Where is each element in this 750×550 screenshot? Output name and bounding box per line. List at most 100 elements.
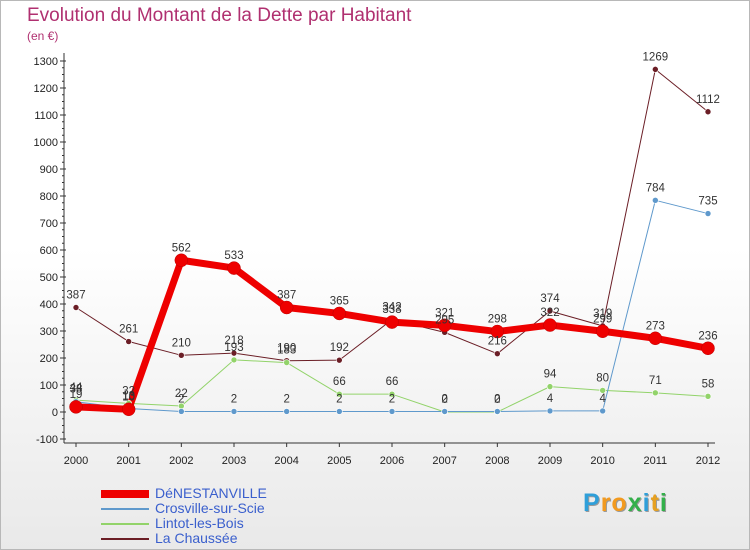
data-label: 66 <box>386 376 399 388</box>
data-label: 2 <box>441 393 447 405</box>
proxiti-logo: Proxiti <box>583 489 668 518</box>
chart-title: Evolution du Montant de la Dette par Hab… <box>27 5 412 26</box>
data-label: 1269 <box>643 51 669 63</box>
data-label: 298 <box>488 314 507 326</box>
data-label: 32 <box>122 385 135 397</box>
legend-label: La Chaussée <box>155 530 238 546</box>
logo-letter: i <box>642 489 651 517</box>
y-tick-label: 200 <box>40 353 58 365</box>
data-point <box>648 331 663 346</box>
data-label: 190 <box>277 343 296 355</box>
data-point <box>178 408 185 415</box>
data-label: 66 <box>333 376 346 388</box>
x-tick-label: 2006 <box>380 455 404 467</box>
y-tick-label: 1100 <box>34 110 58 122</box>
data-point <box>283 359 290 366</box>
logo-letter: o <box>611 489 628 517</box>
data-point <box>701 341 715 356</box>
y-tick-label: 0 <box>52 407 58 419</box>
x-tick-label: 2010 <box>590 455 614 467</box>
x-tick-label: 2008 <box>485 455 509 467</box>
x-tick-label: 2003 <box>222 455 246 467</box>
x-tick-label: 2004 <box>274 455 298 467</box>
data-label: 261 <box>119 324 138 336</box>
data-point <box>704 210 712 217</box>
data-point <box>336 408 343 415</box>
data-point <box>494 408 501 415</box>
y-tick-label: 1200 <box>34 83 58 95</box>
y-tick-label: 500 <box>40 272 58 284</box>
data-point <box>72 304 80 311</box>
data-label: 322 <box>540 307 559 319</box>
x-tick-label: 2012 <box>696 455 720 467</box>
data-label: 319 <box>593 308 612 320</box>
data-label: 387 <box>66 290 85 302</box>
y-tick-label: 400 <box>40 299 58 311</box>
data-label: 387 <box>277 290 296 302</box>
data-point <box>174 253 189 268</box>
x-tick-label: 2011 <box>644 455 668 467</box>
data-label: 2 <box>231 393 237 405</box>
data-point <box>230 349 238 357</box>
logo-letter: x <box>627 489 643 517</box>
logo-letter: i <box>659 489 668 517</box>
data-point <box>546 307 554 315</box>
data-label: 735 <box>698 196 717 208</box>
logo-letter: P <box>583 489 601 517</box>
data-point <box>652 389 659 397</box>
data-label: 10 <box>122 391 135 403</box>
data-point <box>543 318 557 332</box>
data-point <box>494 350 501 357</box>
data-label: 562 <box>172 242 191 254</box>
data-label: 2 <box>494 393 500 405</box>
data-label: 22 <box>175 388 188 400</box>
data-label: 2 <box>283 393 289 405</box>
legend: DéNESTANVILLE Crosville-sur-Scie Lintot-le… <box>101 486 267 546</box>
data-point <box>490 324 505 339</box>
data-point <box>69 400 83 414</box>
y-tick-label: 1300 <box>34 56 58 68</box>
y-tick-label: 600 <box>40 245 58 257</box>
data-point <box>121 402 136 417</box>
data-point <box>279 300 294 315</box>
data-label: 784 <box>646 182 666 194</box>
data-label: 58 <box>702 378 715 390</box>
data-point <box>178 351 185 359</box>
data-label: 0 <box>494 394 500 406</box>
legend-item: DéNESTANVILLE <box>101 486 267 501</box>
data-label: 210 <box>172 337 191 349</box>
data-point <box>332 306 347 321</box>
data-label: 13 <box>122 390 135 402</box>
legend-item: Lintot-les-Bois <box>101 516 267 531</box>
legend-swatch <box>101 537 153 540</box>
unit-label: (en €) <box>27 29 59 43</box>
data-point <box>595 324 610 339</box>
legend-swatch <box>101 522 153 525</box>
x-tick-label: 2002 <box>169 455 193 467</box>
data-label: 533 <box>224 250 243 262</box>
data-point <box>599 407 606 415</box>
data-point <box>599 387 606 394</box>
data-label: 295 <box>435 314 454 326</box>
data-point <box>230 356 238 364</box>
data-point <box>437 318 452 333</box>
data-point <box>230 408 238 415</box>
y-tick-label: 1000 <box>34 137 58 149</box>
data-label: 333 <box>382 304 401 316</box>
y-tick-label: 800 <box>40 191 58 203</box>
legend-label: Lintot-les-Bois <box>155 515 244 531</box>
data-label: 193 <box>224 342 243 354</box>
data-point <box>227 261 241 275</box>
data-label: 183 <box>277 345 296 357</box>
logo-letter: t <box>650 489 660 517</box>
data-point <box>652 66 659 73</box>
data-point <box>704 108 712 116</box>
data-label: 374 <box>540 293 560 305</box>
data-point <box>336 356 343 364</box>
data-point <box>336 390 343 398</box>
x-tick-label: 2007 <box>432 455 456 467</box>
y-tick-label: -100 <box>36 434 58 446</box>
data-label: 0 <box>441 394 447 406</box>
